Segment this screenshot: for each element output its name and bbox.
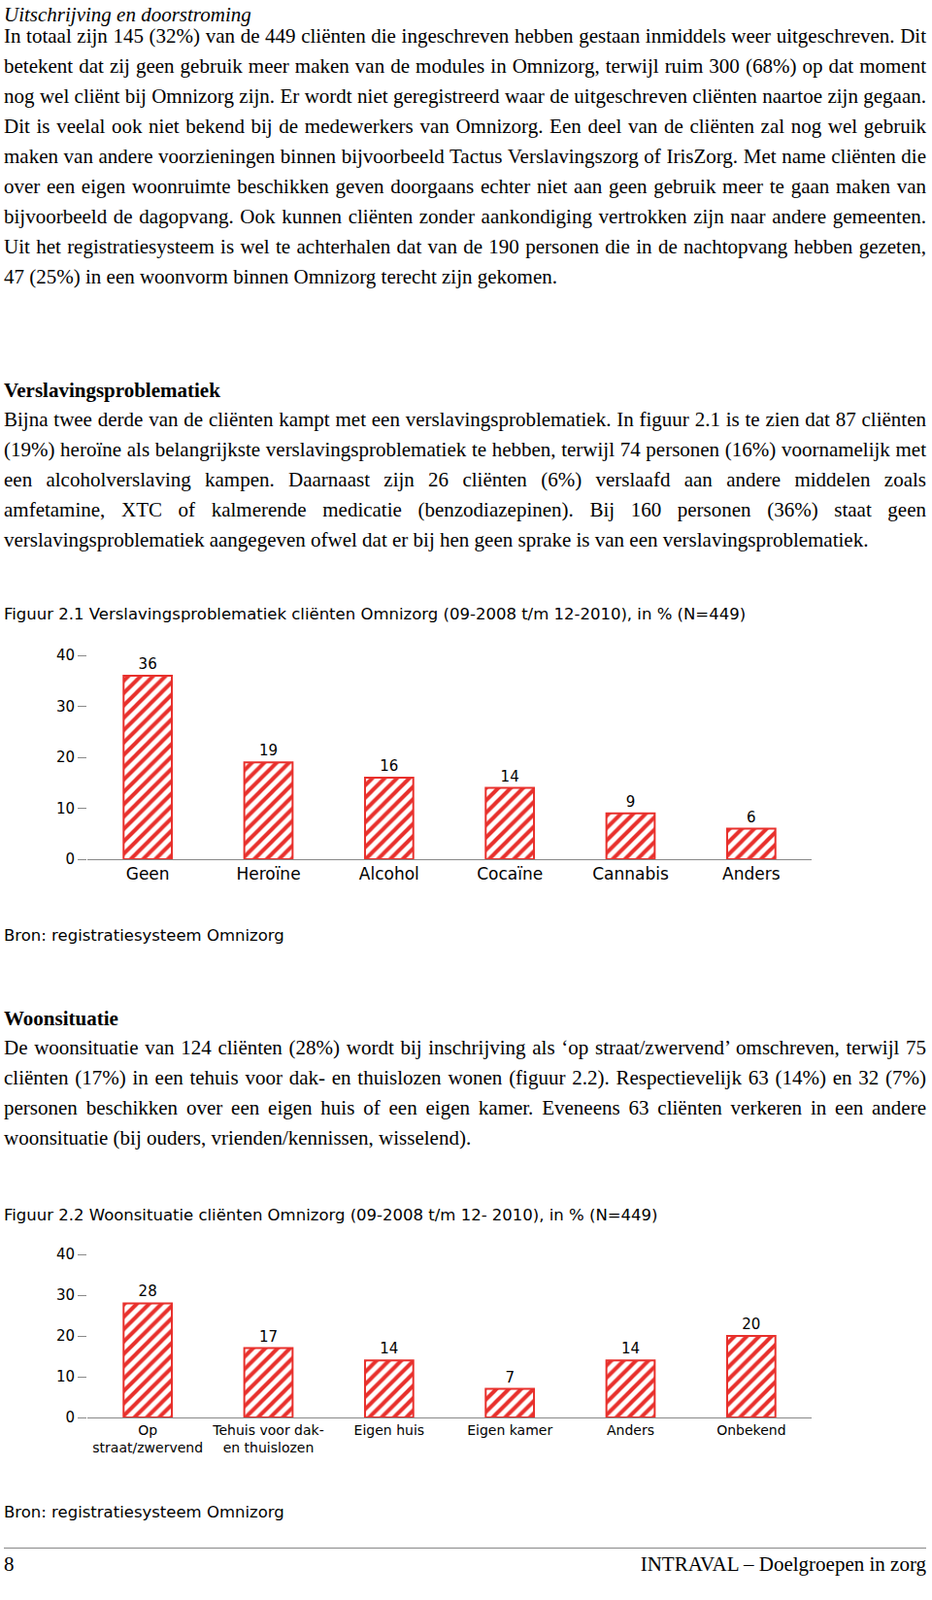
svg-text:20: 20 [56,748,75,766]
html-text:Verslavingsproblematiek: Verslavingsproblematiek [3,378,221,402]
svg-text:14: 14 [379,1339,399,1358]
svg-text:0: 0 [65,1408,75,1427]
svg-text:Eigen kamer: Eigen kamer [466,1422,553,1438]
svg-text:36: 36 [138,655,158,673]
svg-text:Tehuis voor dak-en thuislozen: Tehuis voor dak-en thuislozen [211,1422,324,1456]
svg-text:Geen: Geen [126,864,170,884]
html-text:Figuur 2.1 Verslavingsproblema: Figuur 2.1 Verslavingsproblematiek cliën… [3,604,746,624]
svg-text:0: 0 [65,850,75,868]
html-text:Bijna twee derde van de cliënt: Bijna twee derde van de cliënten kampt m… [3,407,927,552]
html-text:Bron: registratiesysteem Omniz: Bron: registratiesysteem Omnizorg [3,1502,285,1522]
svg-text:Eigen huis: Eigen huis [354,1422,426,1438]
svg-text:16: 16 [379,757,399,775]
svg-text:30: 30 [56,698,75,716]
html-text:In totaal zijn 145 (32%) van d: In totaal zijn 145 (32%) van de 449 clië… [3,24,927,289]
svg-text:Onbekend: Onbekend [716,1422,786,1438]
svg-text:10: 10 [56,1367,75,1386]
html-text:8: 8 [3,1552,15,1576]
svg-text:40: 40 [56,1245,75,1264]
svg-text:28: 28 [138,1282,158,1300]
svg-text:Cocaïne: Cocaïne [476,864,543,884]
svg-text:Alcohol: Alcohol [359,864,420,884]
svg-text:40: 40 [56,646,75,665]
svg-text:19: 19 [259,741,278,760]
svg-text:17: 17 [259,1328,278,1346]
html-text:Woonsituatie: Woonsituatie [3,1006,119,1031]
svg-text:7: 7 [504,1368,515,1387]
svg-text:14: 14 [500,767,520,786]
html-text:Figuur 2.2 Woonsituatie cliënt: Figuur 2.2 Woonsituatie cliënten Omnizor… [3,1205,658,1225]
html-text:Bron: registratiesysteem Omniz: Bron: registratiesysteem Omnizorg [3,926,285,945]
svg-text:14: 14 [621,1339,640,1358]
svg-text:30: 30 [56,1286,75,1304]
svg-text:Opstraat/zwervend: Opstraat/zwervend [92,1422,203,1456]
svg-text:6: 6 [746,808,757,827]
html-text:INTRAVAL – Doelgroepen in zorg: INTRAVAL – Doelgroepen in zorg [640,1552,927,1576]
svg-text:10: 10 [56,799,75,818]
svg-text:Heroïne: Heroïne [235,864,300,884]
svg-text:20: 20 [741,1315,761,1333]
svg-text:9: 9 [626,793,636,811]
html-text:De woonsituatie van 124 cliënt: De woonsituatie van 124 cliënten (28%) w… [3,1035,927,1150]
html-text:Uitschrijving en doorstroming: Uitschrijving en doorstroming [3,2,252,27]
svg-text:20: 20 [56,1327,75,1345]
svg-text:Anders: Anders [722,864,781,884]
svg-text:Cannabis: Cannabis [592,864,669,884]
svg-text:Anders: Anders [606,1422,655,1438]
